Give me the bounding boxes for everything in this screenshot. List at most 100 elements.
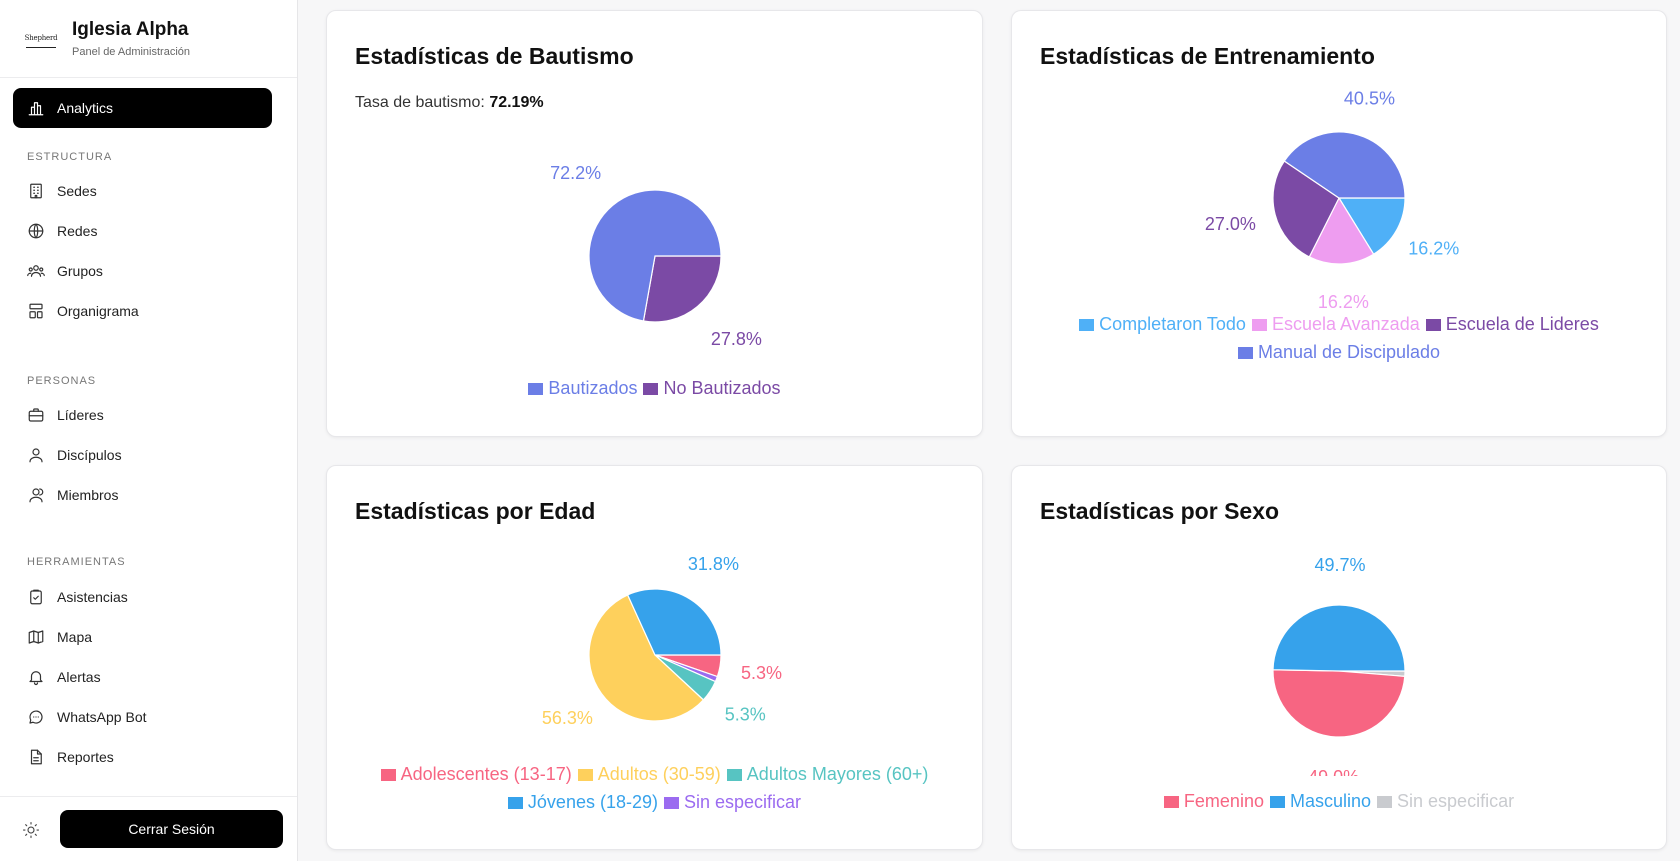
legend-item-jovenes-18-29[interactable]: Jóvenes (18-29) (507, 788, 658, 816)
bell-icon (29, 671, 43, 686)
legend-swatch (1237, 347, 1253, 359)
users-icon (27, 265, 45, 277)
legend-swatch (1079, 319, 1095, 331)
sidebar-footer: Cerrar Sesión (0, 796, 297, 861)
org-chart-icon (29, 303, 43, 319)
pie-slice-escuela-avanzada[interactable] (1308, 196, 1375, 265)
card-edad: Estadísticas por Edad 5.3% 56.3% 5.3% 31.8%… (326, 465, 983, 850)
data-label-jovenes-18-29: 31.8% (688, 554, 739, 574)
data-label-escuela-avanzada: 16.2% (1318, 292, 1369, 311)
user-icon (29, 448, 43, 463)
theme-toggle-button[interactable] (20, 819, 42, 841)
pie-slice-adultos-30-59[interactable] (588, 594, 705, 722)
sun-icon (22, 821, 40, 839)
legend-item-masculino[interactable]: Masculino (1269, 787, 1372, 815)
sidebar-item-label: Grupos (57, 263, 103, 279)
pie-slice-bautizados[interactable] (588, 189, 722, 322)
chart-legend: Femenino Masculino Sin especificar (1012, 787, 1666, 815)
pie-slice-completaron-todo[interactable] (1337, 197, 1406, 256)
sidebar-item-sedes[interactable]: Sedes (13, 173, 272, 209)
sidebar-item-whatsapp-bot[interactable]: WhatsApp Bot (13, 699, 272, 735)
bar-chart-icon (28, 102, 44, 116)
pie-chart-entrenamiento: 16.2% 16.2% 27.0% 40.5% (1205, 89, 1459, 311)
map-icon (28, 630, 44, 644)
legend-label: Escuela de Lideres (1445, 314, 1599, 334)
legend-item-sin-especificar[interactable]: Sin especificar (1377, 787, 1514, 815)
brand-name: Iglesia Alpha (72, 19, 189, 40)
sidebar-item-discipulos[interactable]: Discípulos (13, 437, 272, 473)
sidebar-item-organigrama[interactable]: Organigrama (13, 293, 272, 329)
brand-header: Shepherd Iglesia Alpha Panel de Administ… (0, 0, 297, 78)
card-sexo: Estadísticas por Sexo 49.0% 49.7% Femenin… (1011, 465, 1667, 850)
pie-chart-sexo: 49.0% 49.7% (1272, 555, 1406, 776)
sidebar-item-mapa[interactable]: Mapa (13, 619, 272, 655)
legend-swatch (664, 797, 679, 809)
legend-swatch (577, 769, 593, 781)
sidebar-item-asistencias[interactable]: Asistencias (13, 579, 272, 615)
sidebar-item-grupos[interactable]: Grupos (13, 253, 272, 289)
legend-item-completaron-todo[interactable]: Completaron Todo (1079, 310, 1246, 338)
document-icon (30, 749, 42, 765)
legend-item-femenino[interactable]: Femenino (1163, 787, 1264, 815)
chat-bubble-icon (29, 710, 43, 724)
pie-slice-jovenes-18-29[interactable] (626, 588, 722, 656)
legend-item-adultos-mayores-60[interactable]: Adultos Mayores (60+) (726, 760, 929, 788)
legend-swatch (1163, 796, 1179, 808)
card-title: Estadísticas de Entrenamiento (1040, 43, 1375, 69)
legend-item-manual-de-discipulado[interactable]: Manual de Discipulado (1237, 338, 1440, 366)
pie-slice-manual-de-discipulado[interactable] (1283, 131, 1406, 199)
globe-icon (28, 223, 44, 239)
legend-item-no-bautizados[interactable]: No Bautizados (643, 374, 781, 402)
legend-label: Masculino (1289, 791, 1372, 811)
legend-label: Completaron Todo (1099, 314, 1246, 334)
briefcase-icon (28, 408, 44, 422)
legend-item-adultos-30-59[interactable]: Adultos (30-59) (577, 760, 721, 788)
card-bautismo: Estadísticas de Bautismo Tasa de bautism… (326, 10, 983, 437)
sidebar-item-lideres[interactable]: Líderes (13, 397, 272, 433)
legend-label: Sin especificar (684, 792, 802, 812)
data-label-escuela-de-lideres: 27.0% (1205, 214, 1256, 234)
legend-label: Escuela Avanzada (1271, 314, 1420, 334)
legend-label: Adultos (30-59) (597, 764, 721, 784)
sidebar-item-alertas[interactable]: Alertas (13, 659, 272, 695)
chart-legend: Adolescentes (13-17) Adultos (30-59) Adult… (327, 760, 982, 816)
sidebar-item-label: WhatsApp Bot (57, 709, 147, 725)
pie-slice-no-bautizados[interactable] (642, 255, 722, 323)
pie-slice-escuela-de-lideres[interactable] (1272, 160, 1340, 258)
sidebar-item-miembros[interactable]: Miembros (13, 477, 272, 513)
logout-button[interactable]: Cerrar Sesión (60, 810, 283, 848)
section-label-estructura: ESTRUCTURA (27, 151, 113, 163)
legend-item-escuela-avanzada[interactable]: Escuela Avanzada (1251, 310, 1420, 338)
data-label-no-bautizados: 27.8% (711, 329, 762, 349)
building-icon (30, 183, 42, 199)
legend-label: Jóvenes (18-29) (527, 792, 658, 812)
sidebar-item-reportes[interactable]: Reportes (13, 739, 272, 775)
pie-chart-edad: 5.3% 56.3% 5.3% 31.8% (542, 554, 782, 728)
card-title: Estadísticas de Bautismo (355, 43, 634, 69)
chart-legend: Bautizados No Bautizados (327, 374, 982, 402)
legend-item-adolescentes-13-17[interactable]: Adolescentes (13-17) (380, 760, 572, 788)
legend-item-bautizados[interactable]: Bautizados (528, 374, 637, 402)
pie-slice-masculino[interactable] (1272, 604, 1406, 672)
baptism-rate-value: 72.19% (489, 94, 544, 111)
legend-swatch (380, 769, 396, 781)
legend-item-sin-especificar[interactable]: Sin especificar (664, 788, 801, 816)
chart-legend: Completaron Todo Escuela Avanzada Escuela … (1012, 310, 1666, 366)
pie-chart-bautismo: 72.2% 27.8% (550, 163, 762, 349)
pie-slice-femenino[interactable] (1272, 669, 1406, 738)
sidebar: Shepherd Iglesia Alpha Panel de Administ… (0, 0, 298, 861)
sidebar-item-label: Discípulos (57, 447, 122, 463)
sidebar-item-redes[interactable]: Redes (13, 213, 272, 249)
sidebar-item-label: Reportes (57, 749, 114, 765)
section-label-herramientas: HERRAMIENTAS (27, 556, 126, 568)
sidebar-item-analytics[interactable]: Analytics (13, 88, 272, 128)
legend-label: Adultos Mayores (60+) (746, 764, 929, 784)
sidebar-item-label: Analytics (57, 100, 114, 116)
data-label-adultos-mayores-60: 5.3% (725, 704, 766, 724)
legend-label: No Bautizados (663, 378, 781, 398)
legend-label: Bautizados (548, 378, 638, 398)
data-label-adultos-30-59: 56.3% (542, 708, 593, 728)
legend-swatch (643, 383, 659, 395)
baptism-rate-label: Tasa de bautismo: (355, 94, 485, 111)
legend-item-escuela-de-lideres[interactable]: Escuela de Lideres (1425, 310, 1599, 338)
